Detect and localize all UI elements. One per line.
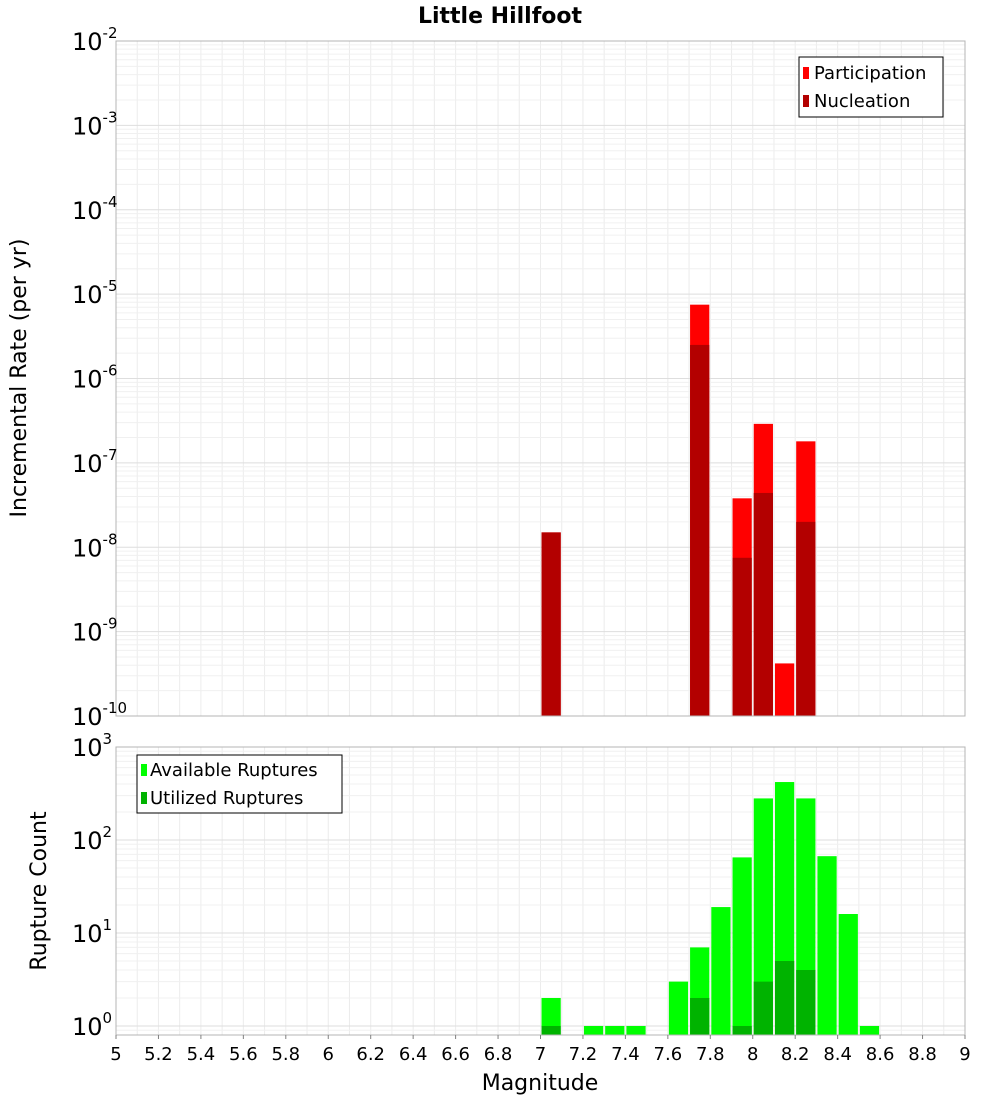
- utilized-legend-swatch: [141, 792, 147, 804]
- rate-y-tick-label: 10-3: [72, 108, 118, 140]
- available-ruptures-bar: [817, 856, 837, 1035]
- rate-y-tick-label: 10-9: [72, 615, 118, 647]
- count-y-tick-label: 101: [72, 916, 112, 948]
- nucleation-bar: [541, 532, 561, 716]
- rate-y-axis-title: Incremental Rate (per yr): [7, 239, 32, 518]
- available-ruptures-bar: [859, 1025, 880, 1035]
- x-tick-label: 5.8: [271, 1044, 300, 1065]
- count-y-tick-label: 102: [72, 823, 112, 855]
- x-tick-label: 6.2: [356, 1044, 385, 1065]
- nucleation-bar: [753, 492, 773, 716]
- participation-legend-label: Participation: [814, 63, 926, 84]
- x-tick-label: 8.4: [823, 1044, 852, 1065]
- available-ruptures-bar: [626, 1025, 646, 1035]
- x-tick-label: 8.2: [781, 1044, 810, 1065]
- x-tick-label: 7.4: [611, 1044, 640, 1065]
- available-ruptures-bar: [583, 1025, 604, 1035]
- rate-legend-box: [798, 56, 944, 118]
- available-ruptures-bar: [668, 981, 689, 1035]
- x-tick-label: 7.2: [569, 1044, 598, 1065]
- available-legend-swatch: [141, 764, 147, 776]
- available-ruptures-bar: [541, 997, 561, 1035]
- nucleation-legend-swatch: [803, 95, 809, 107]
- utilized-ruptures-bar: [732, 1025, 752, 1035]
- available-ruptures-bar: [838, 914, 858, 1035]
- utilized-ruptures-bar: [690, 997, 710, 1035]
- x-tick-label: 6.6: [441, 1044, 470, 1065]
- utilized-ruptures-bar: [796, 969, 816, 1035]
- nucleation-bar: [690, 344, 710, 716]
- x-axis-title: Magnitude: [482, 1071, 599, 1096]
- count-y-tick-label: 100: [72, 1009, 112, 1041]
- rate-plot-border: [115, 40, 966, 717]
- available-ruptures-bar: [753, 798, 773, 1035]
- utilized-ruptures-bar: [541, 1025, 561, 1035]
- x-tick-label: 5.6: [229, 1044, 258, 1065]
- rate-y-ticks: 10-2 10-3 10-4 10-5 10-6 10-7 10-8 10-9 10-10: [72, 24, 127, 731]
- nucleation-bar: [732, 557, 752, 716]
- count-y-ticks: 103 102 101 100: [72, 730, 112, 1041]
- rate-y-tick-label: 10-4: [72, 193, 118, 225]
- rate-y-tick-label: 10-2: [72, 24, 118, 56]
- x-tick-label: 9: [959, 1044, 970, 1065]
- utilized-ruptures-bar: [774, 960, 795, 1035]
- rate-grid: [115, 40, 966, 717]
- x-tick-label: 5.4: [187, 1044, 216, 1065]
- available-ruptures-bar: [605, 1025, 625, 1035]
- x-tick-label: 8.6: [866, 1044, 895, 1065]
- count-legend-box: [136, 754, 343, 814]
- participation-legend-swatch: [803, 67, 809, 79]
- rate-panel: 10-2 10-3 10-4 10-5 10-6 10-7 10-8 10-9 10-10 In…: [7, 24, 966, 731]
- nucleation-legend-label: Nucleation: [814, 91, 910, 112]
- utilized-ruptures-bar: [753, 981, 773, 1035]
- x-tick-label: 6.8: [484, 1044, 513, 1065]
- x-tick-label: 5.2: [144, 1044, 173, 1065]
- x-tick-label: 5: [110, 1044, 121, 1065]
- x-tick-label: 7.8: [696, 1044, 725, 1065]
- participation-bar: [774, 663, 795, 716]
- nucleation-bar: [796, 521, 816, 716]
- x-tick-label: 6: [323, 1044, 334, 1065]
- magnitude-x-ticks: 5 5.2 5.4 5.6 5.8 6 6.2 6.4 6.6 6.8 7 7.2 7.4 7.6 7.8 8…: [110, 1035, 971, 1065]
- count-legend: Available Ruptures Utilized Ruptures: [136, 754, 343, 814]
- x-tick-label: 7: [535, 1044, 546, 1065]
- count-bars: [541, 782, 880, 1035]
- x-tick-label: 6.4: [399, 1044, 428, 1065]
- rate-y-tick-label: 10-8: [72, 530, 118, 562]
- rate-y-tick-label: 10-6: [72, 362, 118, 394]
- available-ruptures-bar: [711, 907, 731, 1035]
- rate-y-tick-label: 10-7: [72, 446, 118, 478]
- rate-y-tick-label: 10-5: [72, 277, 118, 309]
- available-legend-label: Available Ruptures: [150, 760, 318, 781]
- count-panel: 103 102 101 100 5 5.2 5.4 5.6 5.8 6 6.2 6.4 6.6 6.8 7…: [27, 730, 971, 1096]
- rate-y-tick-label: 10-10: [72, 699, 127, 731]
- x-tick-label: 8.8: [908, 1044, 937, 1065]
- x-tick-label: 8: [747, 1044, 758, 1065]
- chart-title: Little Hillfoot: [418, 4, 583, 29]
- utilized-legend-label: Utilized Ruptures: [150, 788, 303, 809]
- rate-bars: [541, 304, 816, 716]
- rate-legend: Participation Nucleation: [798, 56, 944, 118]
- x-tick-label: 7.6: [654, 1044, 683, 1065]
- count-y-tick-label: 103: [72, 730, 112, 762]
- available-ruptures-bar: [732, 857, 752, 1035]
- count-y-axis-title: Rupture Count: [27, 811, 52, 971]
